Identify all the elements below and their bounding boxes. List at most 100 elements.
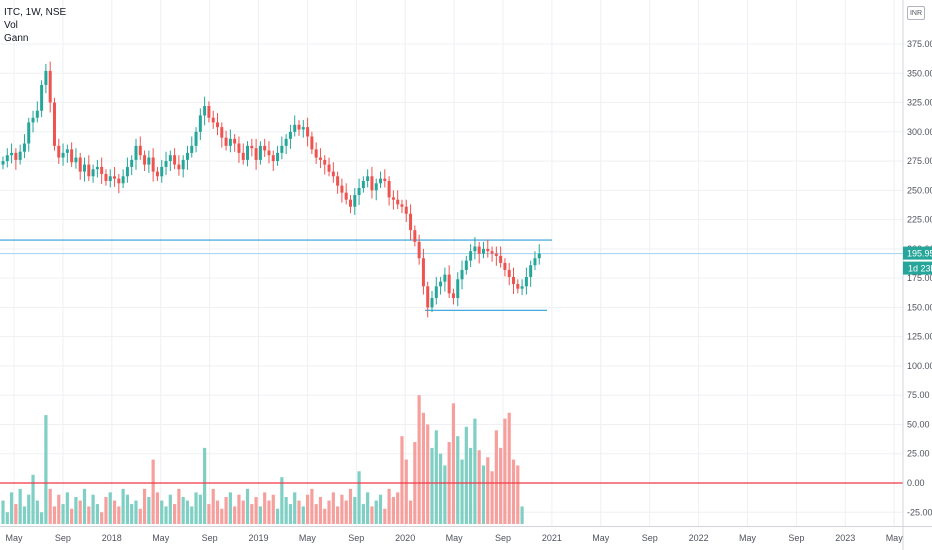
candle-body xyxy=(520,286,524,289)
y-tick-label: 225.00 xyxy=(907,215,932,225)
candle-body xyxy=(344,192,348,200)
volume-bar xyxy=(65,492,69,524)
volume-bar xyxy=(173,504,177,524)
x-tick-label: May xyxy=(299,533,317,543)
y-tick-label: 250.00 xyxy=(907,185,932,195)
volume-bar xyxy=(224,497,228,524)
x-tick-label: Sep xyxy=(788,533,804,543)
volume-bar xyxy=(22,506,27,524)
candle-body xyxy=(318,157,322,160)
candle-body xyxy=(276,152,280,162)
volume-bar xyxy=(44,415,48,524)
volume-bar xyxy=(310,488,314,524)
y-tick-label: 25.00 xyxy=(907,449,930,459)
candle-body xyxy=(100,166,104,174)
volume-bar xyxy=(207,504,211,524)
volume-bar xyxy=(499,447,503,524)
volume-bar xyxy=(331,492,335,524)
chart-legend: ITC, 1W, NSE Vol Gann xyxy=(4,6,66,45)
candle-body xyxy=(263,145,267,151)
candle-body xyxy=(177,164,181,170)
volume-bar xyxy=(357,471,361,524)
volume-bar xyxy=(301,506,305,524)
candle-body xyxy=(456,279,460,299)
countdown-tag-text: 1d 23h xyxy=(908,264,932,274)
volume-bar xyxy=(391,497,395,524)
currency-badge[interactable]: INR xyxy=(907,6,925,20)
symbol-label[interactable]: ITC, 1W, NSE xyxy=(4,7,67,18)
volume-bar xyxy=(35,500,39,524)
candle-body xyxy=(22,143,26,152)
candle-body xyxy=(237,143,241,153)
x-tick-label: Sep xyxy=(55,533,71,543)
candle-body xyxy=(83,164,87,172)
volume-bar xyxy=(344,500,348,524)
horizontal-levels xyxy=(0,239,903,484)
candle-body xyxy=(113,176,117,179)
y-tick-label: 350.00 xyxy=(907,68,932,78)
candle-body xyxy=(78,157,82,172)
volume-bar xyxy=(460,459,464,524)
candle-body xyxy=(250,145,254,149)
volume-bar xyxy=(40,512,44,524)
volume-bar xyxy=(52,506,57,524)
volume-bar xyxy=(87,506,91,524)
candle-body xyxy=(464,260,468,270)
volume-bar xyxy=(348,488,353,524)
candle-body xyxy=(258,145,262,160)
x-tick-label: May xyxy=(446,533,464,543)
x-tick-label: Sep xyxy=(495,533,511,543)
volume-bar xyxy=(421,412,426,524)
volume-bar xyxy=(284,497,288,524)
volume-bar xyxy=(464,426,468,524)
volume-bar xyxy=(78,500,82,524)
volume-bar xyxy=(233,506,237,524)
candle-body xyxy=(95,166,99,170)
y-tick-label: 325.00 xyxy=(907,98,932,108)
x-tick-label: Sep xyxy=(348,533,364,543)
candle-body xyxy=(104,173,108,181)
countdown-tag xyxy=(903,261,932,275)
candle-body xyxy=(310,136,314,150)
candle-body xyxy=(340,185,344,193)
candle-body xyxy=(18,151,22,160)
candle-body xyxy=(160,166,164,177)
candle-body xyxy=(366,176,370,181)
volume-bar xyxy=(108,492,112,524)
candle-body xyxy=(228,138,232,146)
candle-body xyxy=(27,122,31,144)
volume-bar xyxy=(241,500,245,524)
volume-bar xyxy=(490,471,494,524)
volume-bar xyxy=(125,494,130,524)
y-tick-label: 75.00 xyxy=(907,390,930,400)
volume-bar xyxy=(254,497,258,524)
candle-body xyxy=(121,176,125,184)
volume-bar xyxy=(516,465,520,524)
volume-bar xyxy=(1,500,5,524)
volume-bar xyxy=(417,395,421,524)
candle-body xyxy=(499,255,503,263)
volume-bar xyxy=(100,512,104,524)
candle-body xyxy=(460,269,464,280)
x-tick-label: Sep xyxy=(202,533,218,543)
volume-bar xyxy=(336,506,340,524)
candle-body xyxy=(151,157,155,172)
gann-indicator-label[interactable]: Gann xyxy=(4,33,29,44)
candle-body xyxy=(537,253,541,259)
volume-indicator-label[interactable]: Vol xyxy=(4,20,18,31)
candle-body xyxy=(10,152,14,156)
volume-bar xyxy=(95,504,99,524)
candle-body xyxy=(48,70,52,103)
volume-bar xyxy=(451,403,456,524)
volume-bar xyxy=(220,508,224,524)
volume-bar xyxy=(361,504,365,524)
candle-body xyxy=(404,206,408,214)
candle-body xyxy=(327,164,331,172)
volume-bar xyxy=(456,436,460,524)
volume-bar xyxy=(104,497,108,524)
candle-body xyxy=(426,286,430,308)
y-tick-label: -25.00 xyxy=(907,507,932,517)
volume-bar xyxy=(477,450,481,524)
candle-body xyxy=(284,138,288,146)
